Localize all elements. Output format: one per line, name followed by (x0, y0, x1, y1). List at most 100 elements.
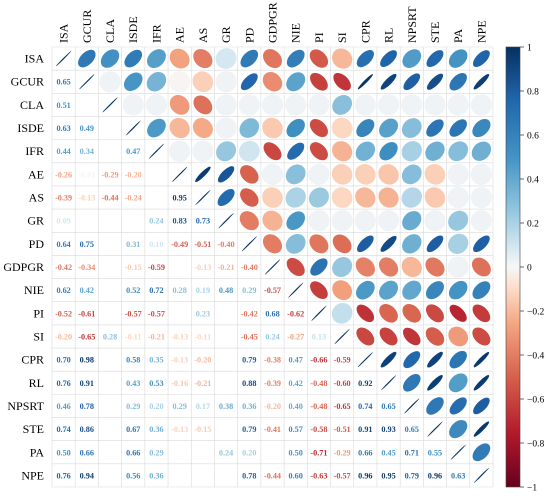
corr-value-NPE-SI: -0.57 (334, 471, 351, 480)
corr-value-RL-SI: -0.60 (334, 379, 351, 388)
corr-ellipse-ISA-SI (332, 48, 353, 69)
corr-value-PD-GCUR: 0.75 (80, 240, 94, 249)
corr-value-RL-PI: -0.48 (310, 379, 327, 388)
corr-ellipse-NIE-PI (310, 281, 328, 300)
colorbar-tick-label: −0.8 (527, 440, 544, 450)
col-label-NPSRT: NPSRT (405, 6, 419, 43)
row-label-GCUR: GCUR (11, 75, 44, 89)
labels-layer: ISA ISA GCUR GCUR CLA CLA ISDE ISDE IFR IFR AE AE AS… (3, 2, 488, 482)
corr-value-GDPGR-IFR: -0.59 (148, 263, 165, 272)
corr-value-NPSRT-ISDE: 0.29 (126, 402, 140, 411)
corr-value-AE-CLA: -0.29 (101, 170, 118, 179)
row-label-PD: PD (29, 237, 45, 251)
corr-value-NPSRT-GCUR: 0.78 (80, 402, 94, 411)
corr-ellipse-PD-PI (309, 234, 329, 254)
corr-value-PA-NPSRT: 0.71 (405, 448, 419, 457)
col-label-ISDE: ISDE (126, 16, 140, 43)
corr-ellipse-GDPGR-GDPGR (264, 259, 281, 275)
corr-ellipse-PD-CPR (357, 235, 374, 253)
corr-ellipse-SI-RL (379, 327, 398, 346)
corr-ellipse-GCUR-SI (333, 72, 351, 91)
corr-value-PA-RL: 0.45 (381, 448, 395, 457)
corr-ellipse-PA-PA (450, 444, 466, 460)
corr-value-RL-AS: -0.21 (194, 379, 211, 388)
corr-ellipse-ISDE-IFR (147, 118, 166, 138)
corr-ellipse-ISA-IFR (147, 49, 166, 69)
corr-ellipse-AS-AS (195, 189, 211, 206)
corr-value-SI-GDPGR: 0.24 (265, 332, 279, 341)
corr-value-STE-PD: 0.79 (242, 425, 256, 434)
corr-value-NPE-CPR: 0.96 (358, 471, 372, 480)
corr-ellipse-AE-AE (172, 166, 188, 182)
corr-ellipse-ISA-AE (169, 48, 190, 69)
corr-ellipse-AS-RL (378, 187, 399, 208)
corr-value-STE-AS: -0.15 (194, 425, 211, 434)
corr-ellipse-CLA-GR (215, 94, 237, 116)
corr-ellipse-PD-SI (332, 234, 352, 254)
corr-value-NPSRT-NIE: 0.40 (289, 402, 303, 411)
corr-value-GDPGR-ISDE: -0.15 (125, 263, 142, 272)
corr-ellipse-ISDE-CPR (356, 119, 375, 138)
corr-ellipse-CLA-SI (332, 94, 353, 115)
colorbar-tick-label: 0 (527, 264, 532, 274)
corr-value-NIE-AS: 0.19 (196, 286, 210, 295)
corr-value-RL-IFR: 0.53 (149, 379, 163, 388)
corr-ellipse-GR-NIE (286, 211, 306, 230)
corr-value-PI-GDPGR: 0.68 (265, 309, 279, 318)
corr-value-NPSRT-AE: 0.29 (172, 402, 186, 411)
corr-ellipse-IFR-CPR (355, 141, 376, 161)
corr-ellipse-ISDE-RL (379, 118, 399, 138)
corr-ellipse-IFR-PI (309, 142, 328, 161)
corr-value-PA-CPR: 0.66 (358, 448, 372, 457)
corr-ellipse-CLA-ISDE (122, 94, 144, 116)
corr-ellipse-GDPGR-CPR (355, 257, 375, 277)
corr-value-PI-NIE: -0.62 (287, 309, 304, 318)
corr-ellipse-AS-CPR (355, 187, 376, 208)
row-label-NPE: NPE (21, 468, 44, 482)
corr-ellipse-AE-NPSRT (401, 164, 422, 185)
corr-ellipse-ISA-PI (309, 49, 329, 68)
corr-ellipse-AE-PD (240, 165, 259, 184)
corr-ellipse-GR-RL (377, 210, 400, 232)
corr-value-CPR-SI: -0.59 (334, 356, 351, 365)
corr-value-PA-PI: -0.71 (310, 448, 327, 457)
corr-ellipse-AS-PA (447, 186, 469, 209)
corr-ellipse-GCUR-PD (240, 73, 258, 91)
corr-ellipse-IFR-GR (216, 141, 237, 162)
colorbar-tick-label: 0.2 (527, 220, 539, 230)
corr-ellipse-AS-NPSRT (401, 187, 422, 208)
corr-value-SI-CLA: 0.28 (103, 332, 117, 341)
corr-value-NIE-PD: 0.29 (242, 286, 256, 295)
corr-value-GR-ISA: 0.09 (56, 217, 70, 226)
corr-value-NPE-ISA: 0.76 (56, 471, 70, 480)
corr-ellipse-NIE-SI (332, 280, 353, 301)
row-label-AS: AS (29, 191, 44, 205)
corr-ellipse-GCUR-RL (380, 73, 397, 90)
corr-value-SI-ISA: -0.20 (55, 332, 72, 341)
corr-value-NIE-GR: 0.48 (219, 286, 233, 295)
corr-ellipse-NPSRT-STE (426, 397, 444, 415)
color-legend: 1 0.8 0.6 0.4 0.2 0 −0.2 −0.4 −0.6 −0.8 −1 (505, 44, 544, 494)
corr-value-RL-NIE: 0.42 (289, 379, 303, 388)
corr-value-STE-NPSRT: 0.65 (405, 425, 419, 434)
corr-ellipse-ISA-ISDE (124, 49, 143, 68)
corr-ellipse-SI-SI (334, 328, 350, 345)
corr-ellipse-CLA-RL (377, 94, 400, 116)
corr-value-ISDE-GCUR: 0.49 (80, 124, 94, 133)
corr-ellipse-RL-NPSRT (402, 374, 421, 392)
corr-value-PI-ISA: -0.52 (55, 309, 72, 318)
corr-ellipse-SI-NPSRT (402, 327, 421, 346)
corr-value-NPSRT-RL: 0.65 (381, 402, 395, 411)
corr-value-PA-STE: 0.55 (428, 448, 442, 457)
corr-ellipse-ISDE-NIE (286, 118, 305, 138)
corr-ellipse-AE-CPR (355, 164, 376, 185)
corr-value-STE-NIE: 0.57 (289, 425, 303, 434)
corr-ellipse-GCUR-STE (426, 73, 444, 90)
corr-value-PI-PD: -0.42 (241, 309, 258, 318)
corr-ellipse-ISDE-AS (192, 118, 213, 139)
corr-value-CPR-ISDE: 0.58 (126, 356, 140, 365)
colorbar-tick-label: 0.6 (527, 132, 539, 142)
corr-ellipse-GCUR-GCUR (79, 74, 95, 90)
row-label-IFR: IFR (25, 144, 44, 158)
col-label-RL: RL (382, 28, 396, 43)
